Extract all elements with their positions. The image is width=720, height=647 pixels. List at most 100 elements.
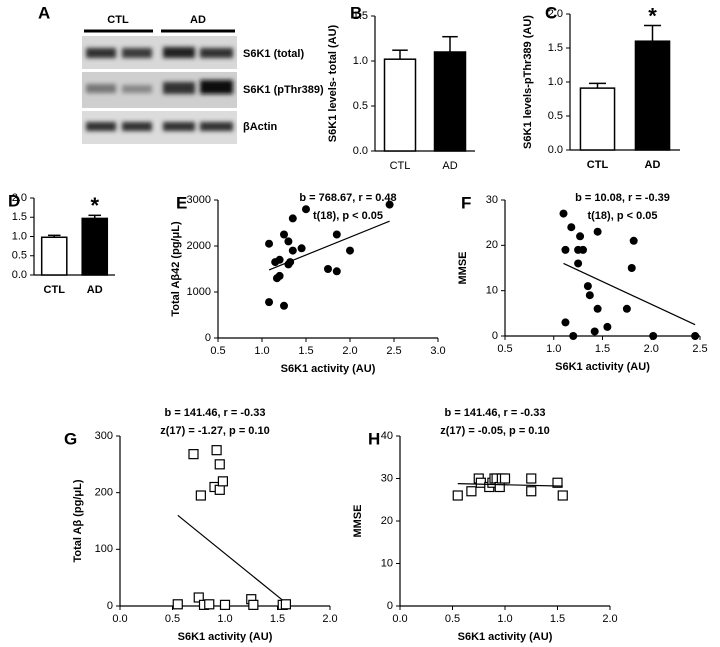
x-tick-label: 1.0 — [497, 613, 512, 625]
fit-line — [268, 220, 390, 271]
fit-line — [563, 262, 696, 326]
point — [288, 214, 297, 223]
stat-annotation: z(17) = -1.27, p = 0.10 — [160, 425, 269, 437]
chart-panel: B 0.0 0.5 1.0 1.5 S6K1 levels- total (AU) CTL A… — [327, 3, 475, 172]
point — [590, 327, 599, 336]
point — [217, 476, 228, 487]
x-tick-label: AD — [87, 284, 103, 296]
x-axis-label: S6K1 activity (AU) — [178, 631, 273, 643]
y-tick-label: 200 — [95, 487, 113, 499]
x-tick-label: AD — [645, 159, 661, 171]
stat-annotation: b = 768.67, r = 0.48 — [299, 192, 396, 204]
panel-letter: H — [368, 429, 380, 448]
panel-letter: G — [64, 429, 77, 448]
point — [214, 459, 225, 470]
point — [275, 255, 284, 264]
point — [475, 477, 486, 488]
panel-letter: E — [176, 193, 187, 212]
stat-annotation: t(18), p < 0.05 — [313, 210, 383, 222]
point — [561, 318, 570, 327]
blot-column: AD — [190, 14, 206, 26]
blot-panel: A CTL AD S6K1 (total) S6K1 (pThr389) βAc… — [38, 3, 324, 144]
y-tick-label: 30 — [381, 472, 393, 484]
y-axis-label: MMSE — [352, 505, 364, 538]
y-tick-label: 0.0 — [548, 144, 563, 156]
panel-letter: D — [8, 191, 20, 210]
chart-panel: F 0 10 20 30 MMSE 0.5 1.0 1.5 2.0 2.5 S6K1 activity… — [457, 192, 708, 373]
point — [288, 246, 297, 255]
y-tick-label: 2.0 — [548, 8, 563, 20]
y-tick-label: 1.0 — [353, 55, 368, 67]
x-tick-label: 2.5 — [692, 343, 707, 355]
x-axis-label: S6K1 activity (AU) — [458, 631, 553, 643]
panel-letter: A — [38, 3, 50, 22]
stat-annotation: b = 10.08, r = -0.39 — [575, 192, 670, 204]
y-tick-label: 100 — [95, 543, 113, 555]
x-tick-label: 2.0 — [342, 345, 357, 357]
y-tick-label: 0.0 — [353, 145, 368, 157]
blot-row: S6K1 (total) — [243, 48, 304, 60]
point — [385, 200, 394, 209]
point — [552, 477, 563, 488]
point — [649, 332, 658, 340]
x-tick-label: AD — [442, 160, 457, 172]
point — [627, 264, 636, 272]
y-tick-label: 1.0 — [12, 230, 27, 242]
point — [603, 322, 612, 331]
y-tick-label: 0 — [107, 600, 113, 612]
x-tick-label: 1.0 — [546, 343, 561, 355]
point — [466, 486, 477, 497]
x-tick-label: 0.0 — [392, 613, 407, 625]
point — [585, 291, 594, 300]
point — [214, 484, 225, 495]
y-axis-label: Total Aβ42 (pg/μL) — [170, 221, 182, 317]
y-tick-label: 20 — [486, 239, 498, 251]
bar — [579, 87, 616, 151]
x-tick-label: 2.0 — [602, 613, 617, 625]
point — [297, 244, 306, 253]
panel-letter: F — [461, 193, 471, 212]
fit-line — [177, 514, 284, 601]
point — [172, 599, 183, 610]
point — [346, 246, 354, 255]
bar — [40, 236, 68, 276]
x-tick-label: CTL — [44, 284, 66, 296]
point — [629, 236, 638, 245]
chart-panel: E 0 1000 2000 3000 Total Aβ42 (pg/μL) 0.5 1.0 1.… — [170, 192, 446, 375]
y-tick-label: 1000 — [187, 286, 211, 298]
y-tick-label: 2000 — [187, 240, 211, 252]
point — [559, 209, 568, 218]
point — [593, 304, 602, 313]
x-tick-label: CTL — [390, 160, 411, 172]
panel-letter: C — [545, 3, 557, 22]
y-tick-label: 3000 — [187, 194, 211, 206]
point — [193, 592, 204, 603]
point — [188, 449, 199, 460]
y-tick-label: 0 — [387, 600, 393, 612]
point — [302, 205, 310, 214]
chart-panel: C 0.0 0.5 1.0 1.5 2.0 S6K1 levels-pThr389 (AU)… — [522, 3, 680, 171]
y-tick-label: 0.5 — [12, 250, 27, 262]
point — [204, 599, 215, 610]
y-tick-label: 0.5 — [353, 100, 368, 112]
x-tick-label: 1.5 — [550, 613, 565, 625]
point — [576, 232, 585, 241]
stat-annotation: b = 141.46, r = -0.33 — [165, 407, 266, 419]
x-tick-label: 1.0 — [217, 613, 232, 625]
y-axis-label: S6K1 levels-pThr389 (AU) — [522, 15, 534, 149]
x-tick-label: 1.0 — [254, 345, 269, 357]
x-tick-label: 1.5 — [298, 345, 313, 357]
bar — [634, 40, 671, 151]
y-tick-label: 0 — [492, 330, 498, 342]
point — [452, 490, 463, 501]
y-tick-label: 0 — [205, 332, 211, 344]
y-tick-label: 300 — [95, 430, 113, 442]
y-tick-label: 40 — [381, 430, 393, 442]
point — [593, 227, 602, 236]
y-tick-label: 30 — [486, 194, 498, 206]
y-tick-label: 2.0 — [12, 192, 27, 204]
point — [499, 473, 511, 484]
point — [691, 332, 700, 340]
y-axis-label: S6K1 levels- total (AU) — [327, 24, 339, 142]
